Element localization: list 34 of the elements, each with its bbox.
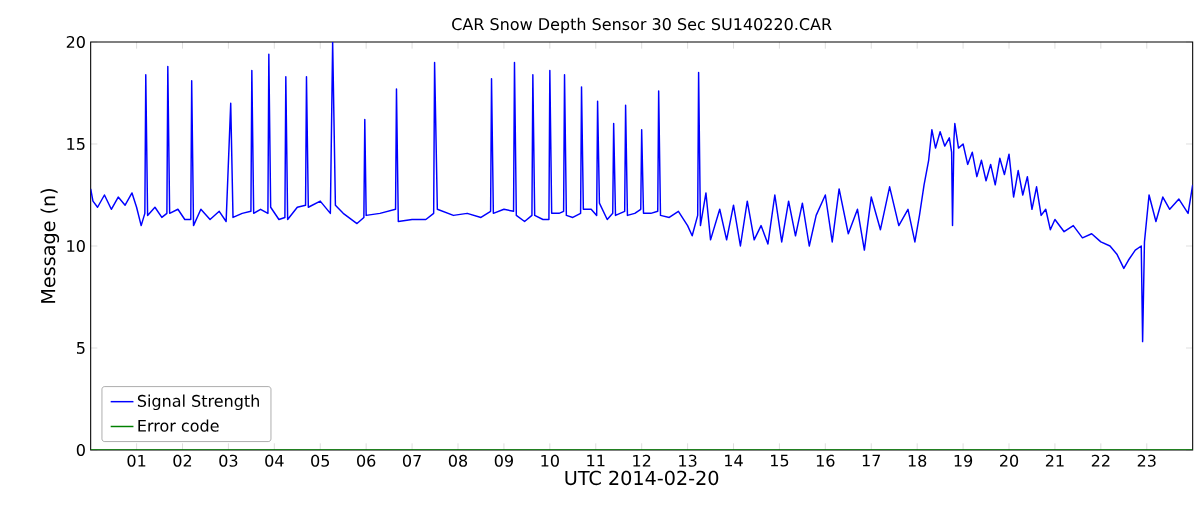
y-tick-label: 0 <box>76 443 85 457</box>
chart-title: CAR Snow Depth Sensor 30 Sec SU140220.CAR <box>452 17 832 34</box>
x-tick-label: 17 <box>862 454 881 467</box>
legend-label: Signal Strength <box>137 394 259 411</box>
legend-label: Error code <box>138 419 219 432</box>
x-tick-label: 19 <box>954 454 973 467</box>
x-tick-label: 21 <box>1045 454 1064 467</box>
x-tick-label: 10 <box>541 454 559 467</box>
y-axis-title: Message (n) <box>40 188 60 303</box>
x-tick-label: 22 <box>1091 454 1110 467</box>
x-tick-label: 04 <box>265 454 284 467</box>
x-tick-label: 18 <box>908 454 927 467</box>
x-tick-label: 02 <box>173 454 192 467</box>
x-tick-label: 06 <box>357 454 376 467</box>
x-tick-label: 23 <box>1137 454 1156 467</box>
x-axis-title: UTC 2014-02-20 <box>565 470 719 486</box>
x-tick-label: 01 <box>127 454 146 467</box>
line-series <box>90 42 1193 343</box>
y-tick-label: 20 <box>66 35 85 49</box>
x-tick-label: 03 <box>219 454 238 467</box>
x-tick-label: 08 <box>448 454 468 467</box>
x-tick-label: 14 <box>725 454 743 467</box>
x-tick-label: 20 <box>1000 454 1019 467</box>
x-tick-label: 16 <box>816 454 835 467</box>
x-tick-label: 05 <box>311 454 330 467</box>
x-tick-label: 12 <box>633 454 651 467</box>
x-tick-label: 11 <box>587 454 605 467</box>
y-tick-label: 5 <box>77 342 85 354</box>
y-tick-label: 10 <box>67 239 85 253</box>
x-tick-label: 09 <box>494 454 513 467</box>
x-tick-label: 15 <box>771 454 789 467</box>
y-tick-label: 15 <box>67 138 85 150</box>
x-tick-label: 13 <box>679 454 697 467</box>
x-tick-label: 07 <box>402 454 421 467</box>
